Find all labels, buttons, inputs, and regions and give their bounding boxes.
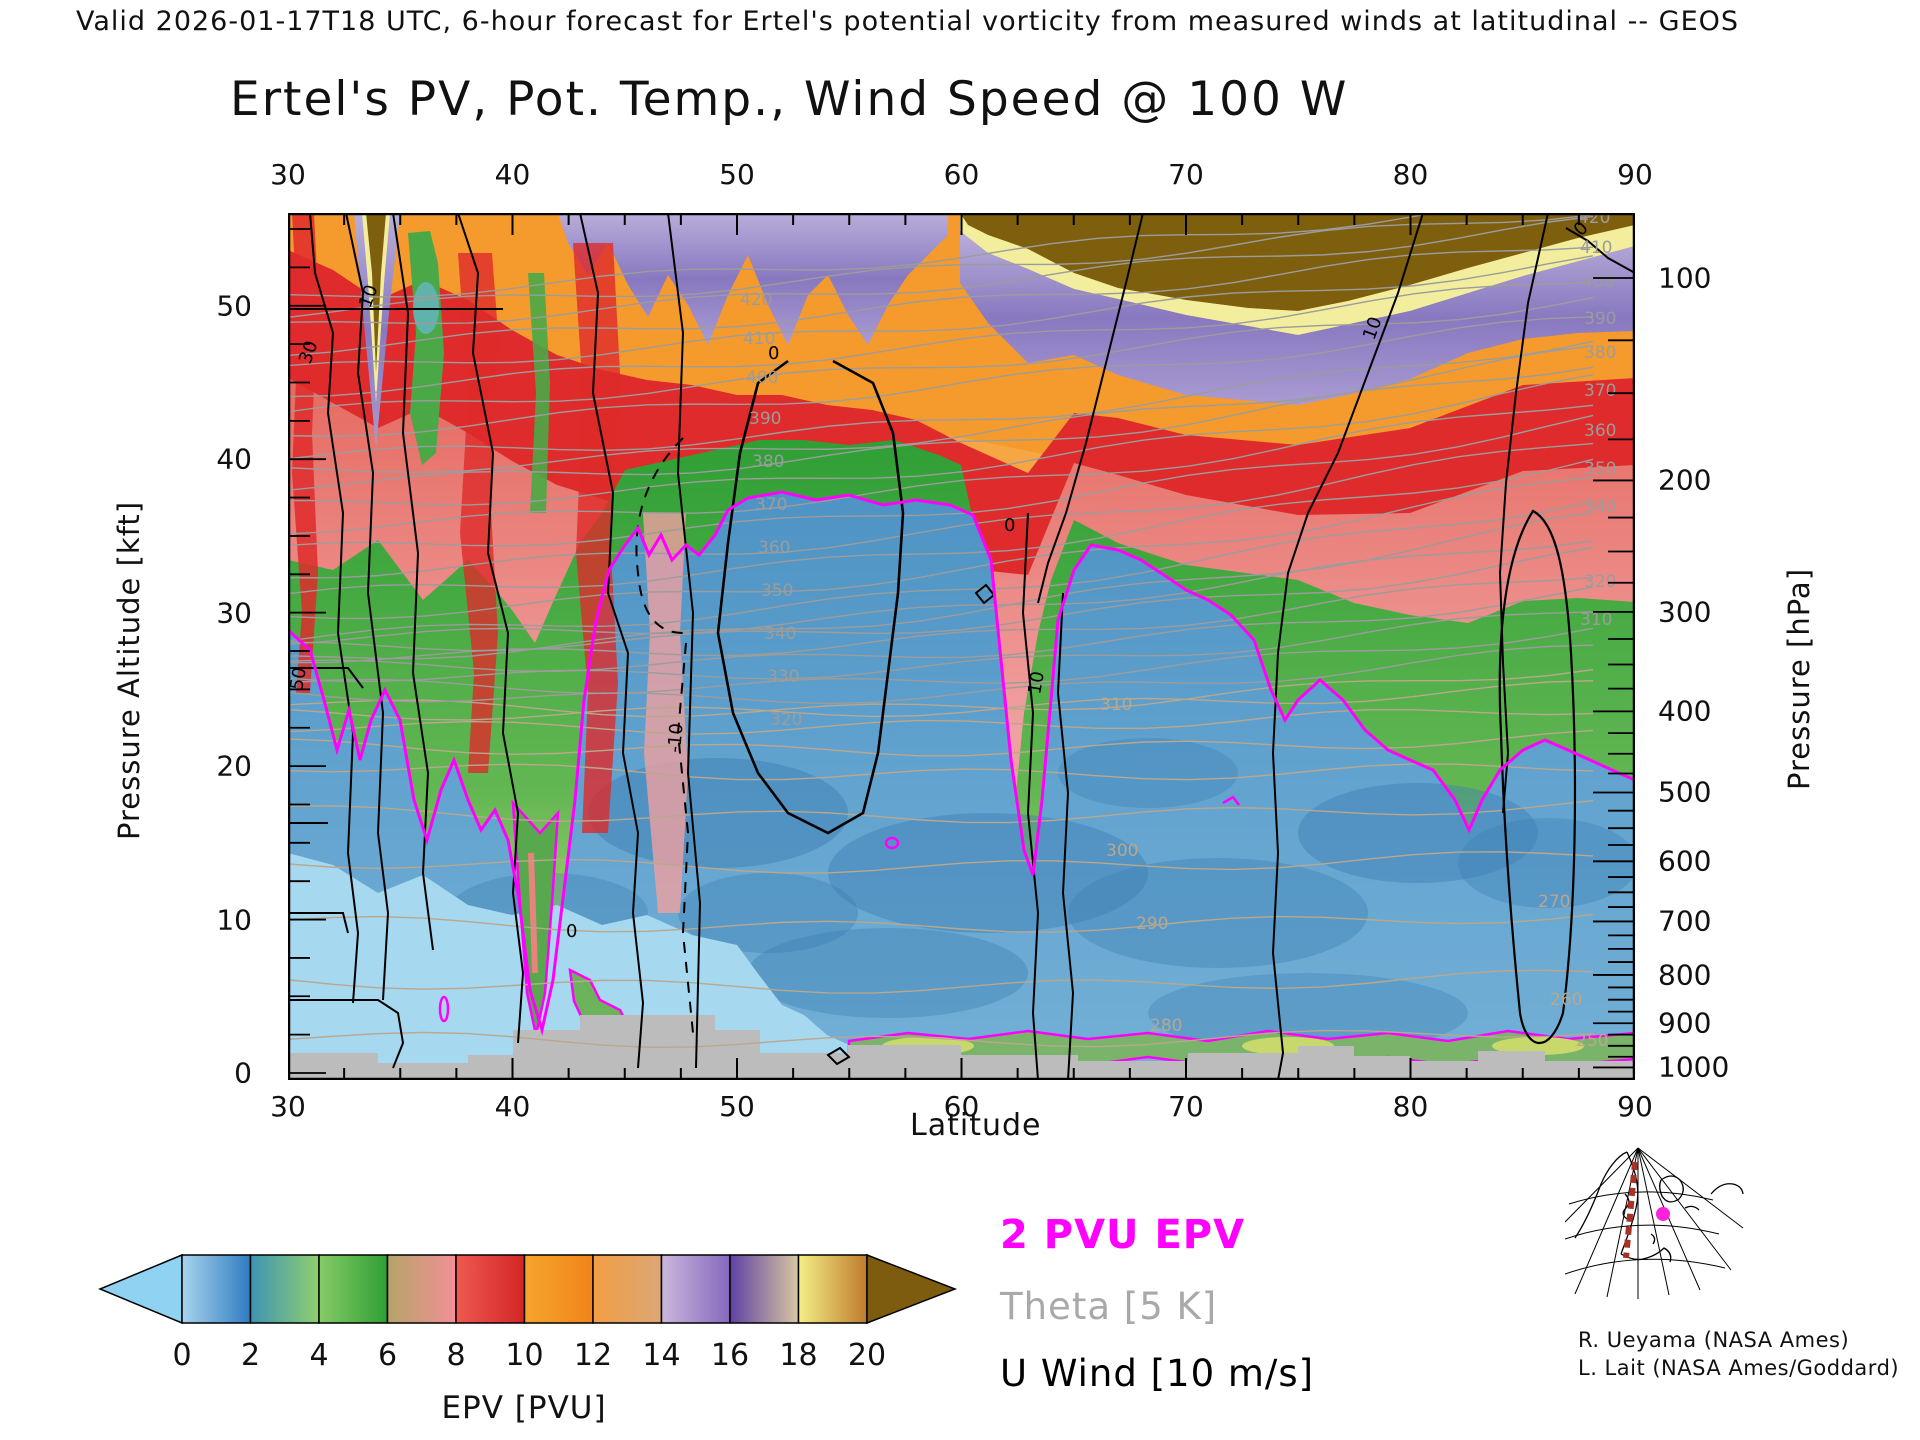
x-axis-title: Latitude bbox=[910, 1108, 1042, 1143]
contour-label: 370 bbox=[1584, 381, 1616, 401]
contour-label: 350 bbox=[761, 581, 793, 601]
credit-line-2: L. Lait (NASA Ames/Goddard) bbox=[1578, 1356, 1900, 1380]
legend-2pvu-epv: 2 PVU EPV bbox=[1000, 1212, 1246, 1258]
contour-label: 370 bbox=[755, 495, 787, 515]
contour-label: 340 bbox=[1584, 497, 1616, 517]
tick-label: 10 bbox=[216, 903, 252, 937]
contour-label: 350 bbox=[1584, 459, 1616, 479]
map-inset bbox=[1564, 1142, 1745, 1302]
contour-label: 380 bbox=[752, 452, 784, 472]
colorbar-tick-label: 12 bbox=[573, 1338, 613, 1373]
colorbar-tick-label: 2 bbox=[240, 1338, 261, 1373]
tick-label: 50 bbox=[719, 158, 755, 191]
contour-label: 0 bbox=[1004, 515, 1015, 536]
tick-label: 40 bbox=[216, 442, 252, 476]
colorbar-tick-label: 4 bbox=[309, 1338, 329, 1373]
colorbar-tick-label: 14 bbox=[642, 1338, 681, 1373]
tick-label: 200 bbox=[1658, 463, 1712, 497]
contour-label: 390 bbox=[1584, 309, 1616, 329]
contour-label: 290 bbox=[1136, 914, 1168, 934]
tick-label: 70 bbox=[1168, 158, 1204, 191]
plot-frame bbox=[288, 213, 1635, 1080]
tick-label: 30 bbox=[216, 596, 252, 630]
tick-label: 80 bbox=[1392, 1090, 1429, 1123]
tick-label: 30 bbox=[270, 158, 306, 191]
tick-label: 70 bbox=[1168, 1090, 1204, 1123]
contour-label: 300 bbox=[1106, 841, 1138, 861]
contour-label: 0 bbox=[566, 921, 577, 942]
colorbar-title: EPV [PVU] bbox=[441, 1390, 607, 1426]
credit-line-1: R. Ueyama (NASA Ames) bbox=[1578, 1328, 1850, 1352]
cross-section-path-line bbox=[1623, 1161, 1638, 1259]
contour-label: 360 bbox=[758, 538, 790, 558]
contour-label: 310 bbox=[1580, 610, 1612, 630]
colorbar-tick-label: 18 bbox=[779, 1338, 818, 1373]
legend-uwind: U Wind [10 m/s] bbox=[1000, 1352, 1315, 1395]
tick-label: 90 bbox=[1617, 1090, 1653, 1123]
contour-label: 400 bbox=[1582, 272, 1614, 292]
colorbar-tick-label: 20 bbox=[847, 1338, 887, 1373]
contour-label: 50 bbox=[288, 666, 311, 692]
tick-label: 50 bbox=[216, 289, 252, 323]
tick-label: 90 bbox=[1617, 158, 1653, 191]
tick-label: 900 bbox=[1658, 1006, 1712, 1040]
tick-label: 500 bbox=[1658, 775, 1712, 809]
contour-label: 310 bbox=[1100, 695, 1132, 715]
map-inset-canvas bbox=[1564, 1147, 1744, 1299]
y-right-axis-title: Pressure [hPa] bbox=[1782, 567, 1816, 790]
contour-label: 410 bbox=[1580, 238, 1612, 258]
colorbar-tick-label: 6 bbox=[377, 1338, 398, 1373]
tick-label: 100 bbox=[1658, 261, 1712, 295]
colorbar-tick-label: 0 bbox=[172, 1338, 192, 1373]
contour-label: 410 bbox=[743, 329, 775, 349]
tick-label: 60 bbox=[943, 158, 980, 191]
contour-label: 400 bbox=[746, 368, 778, 388]
colorbar-tick-label: 10 bbox=[505, 1338, 544, 1373]
tick-label: 700 bbox=[1658, 904, 1712, 938]
contour-label: -10 bbox=[664, 722, 687, 753]
plot-title: Ertel's PV, Pot. Temp., Wind Speed @ 100… bbox=[230, 72, 1349, 127]
tick-label: 300 bbox=[1658, 595, 1712, 629]
epv-field-canvas: 420 410 400 390 380 370 360 350 340 330 320 420 410 4… bbox=[288, 213, 1635, 1080]
tick-label: 40 bbox=[494, 158, 531, 191]
tick-label: 30 bbox=[270, 1090, 306, 1123]
contour-label: 280 bbox=[1150, 1016, 1182, 1036]
legend-theta: Theta [5 K] bbox=[1000, 1285, 1218, 1328]
tick-label: 40 bbox=[494, 1090, 531, 1123]
contour-label: 10 bbox=[1024, 670, 1049, 696]
contour-label: 340 bbox=[764, 624, 796, 644]
tick-label: 800 bbox=[1658, 958, 1712, 992]
colorbar-canvas bbox=[98, 1253, 958, 1325]
tick-label: 600 bbox=[1658, 844, 1712, 878]
tick-label: 60 bbox=[943, 1090, 980, 1123]
epv-colorbar bbox=[98, 1253, 960, 1325]
contour-label: 260 bbox=[1550, 990, 1582, 1010]
contour-label: 420 bbox=[740, 290, 772, 310]
contour-label: 420 bbox=[1578, 213, 1610, 228]
map-graticule bbox=[1564, 1147, 1744, 1299]
tick-label: 0 bbox=[234, 1056, 252, 1090]
contour-label: 0 bbox=[768, 343, 779, 364]
tick-label: 20 bbox=[216, 749, 252, 783]
tick-label: 400 bbox=[1658, 694, 1712, 728]
tick-label: 80 bbox=[1392, 158, 1429, 191]
location-marker-dot bbox=[1656, 1207, 1670, 1221]
contour-label: 380 bbox=[1584, 343, 1616, 363]
cross-section-plot: 420 410 400 390 380 370 360 350 340 330 320 420 410 4… bbox=[288, 213, 1635, 1080]
tick-label: 1000 bbox=[1658, 1050, 1730, 1084]
colorbar-tick-label: 16 bbox=[710, 1338, 750, 1373]
y-left-axis-title: Pressure Altitude [kft] bbox=[112, 500, 146, 840]
tick-label: 50 bbox=[719, 1090, 755, 1123]
colorbar-tick-label: 8 bbox=[446, 1338, 466, 1373]
contour-label: 360 bbox=[1584, 421, 1616, 441]
contour-label: 270 bbox=[1538, 892, 1570, 912]
contour-label: 320 bbox=[1584, 572, 1616, 592]
contour-label: 390 bbox=[749, 409, 781, 429]
validity-header: Valid 2026-01-17T18 UTC, 6-hour forecast… bbox=[76, 6, 1740, 37]
contour-label: 250 bbox=[1576, 1031, 1608, 1051]
contour-label: 330 bbox=[767, 667, 799, 687]
contour-label: 320 bbox=[770, 710, 802, 730]
